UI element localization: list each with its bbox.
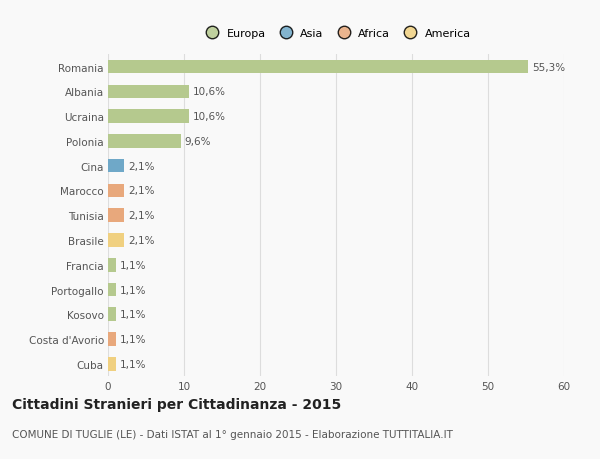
Text: 2,1%: 2,1% <box>128 235 154 246</box>
Text: Cittadini Stranieri per Cittadinanza - 2015: Cittadini Stranieri per Cittadinanza - 2… <box>12 397 341 411</box>
Text: 2,1%: 2,1% <box>128 211 154 221</box>
Text: 1,1%: 1,1% <box>120 285 146 295</box>
Bar <box>108 209 124 223</box>
Text: 55,3%: 55,3% <box>532 62 565 73</box>
Bar <box>108 135 181 148</box>
Bar <box>108 159 124 173</box>
Bar <box>108 308 116 321</box>
Text: 10,6%: 10,6% <box>193 112 226 122</box>
Bar <box>108 332 116 346</box>
Text: 10,6%: 10,6% <box>193 87 226 97</box>
Text: 1,1%: 1,1% <box>120 310 146 319</box>
Text: COMUNE DI TUGLIE (LE) - Dati ISTAT al 1° gennaio 2015 - Elaborazione TUTTITALIA.: COMUNE DI TUGLIE (LE) - Dati ISTAT al 1°… <box>12 429 453 439</box>
Bar <box>108 184 124 198</box>
Text: 1,1%: 1,1% <box>120 260 146 270</box>
Text: 2,1%: 2,1% <box>128 161 154 171</box>
Bar <box>108 357 116 371</box>
Text: 9,6%: 9,6% <box>185 137 211 146</box>
Text: 1,1%: 1,1% <box>120 334 146 344</box>
Bar <box>108 234 124 247</box>
Bar <box>108 283 116 297</box>
Text: 1,1%: 1,1% <box>120 359 146 369</box>
Text: 2,1%: 2,1% <box>128 186 154 196</box>
Bar <box>108 85 188 99</box>
Bar <box>108 61 528 74</box>
Bar <box>108 110 188 123</box>
Legend: Europa, Asia, Africa, America: Europa, Asia, Africa, America <box>201 28 471 39</box>
Bar <box>108 258 116 272</box>
